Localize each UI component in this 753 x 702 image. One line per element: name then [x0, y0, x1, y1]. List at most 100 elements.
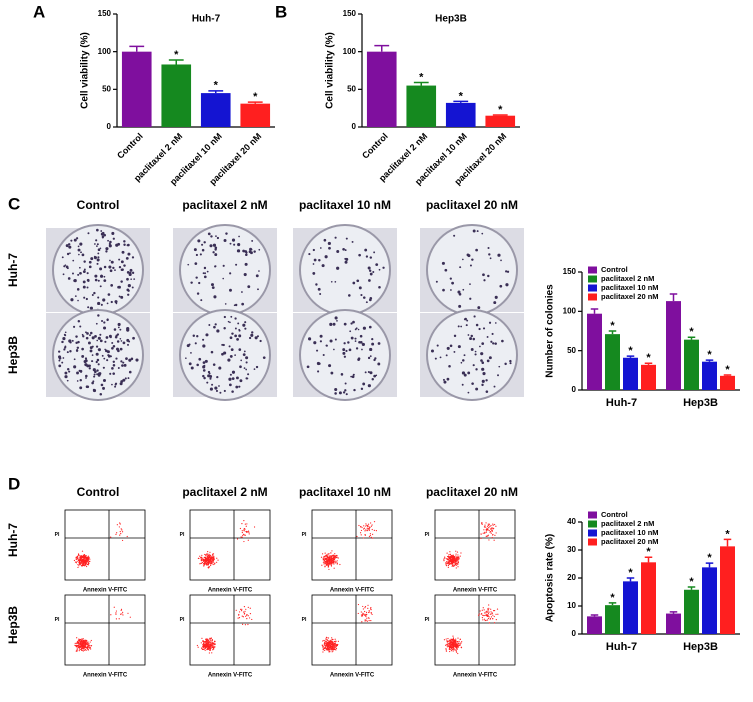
- event: [488, 539, 490, 541]
- event: [366, 527, 368, 529]
- colony: [319, 334, 323, 338]
- event: [78, 562, 81, 565]
- event: [216, 561, 218, 563]
- event: [364, 607, 366, 609]
- event: [453, 648, 455, 651]
- event: [211, 556, 213, 558]
- event: [247, 530, 250, 532]
- event: [364, 534, 366, 536]
- colony: [68, 339, 72, 343]
- colony: [71, 339, 74, 342]
- colony: [238, 348, 242, 351]
- colony: [222, 264, 225, 267]
- colony: [58, 355, 62, 359]
- event: [325, 645, 327, 647]
- event: [456, 558, 458, 560]
- event: [89, 558, 91, 560]
- colony: [230, 315, 233, 318]
- event: [328, 640, 330, 642]
- event: [332, 559, 335, 561]
- colony: [205, 333, 209, 337]
- event: [363, 528, 365, 530]
- colony: [214, 265, 217, 267]
- event: [487, 615, 489, 617]
- event: [448, 648, 450, 650]
- event: [364, 620, 366, 622]
- colony: [334, 280, 337, 283]
- legend-swatch: [588, 529, 597, 537]
- colony: [84, 357, 88, 360]
- column-header: Control: [77, 198, 120, 212]
- event: [330, 565, 333, 567]
- event: [204, 553, 206, 556]
- colony: [488, 321, 492, 324]
- event: [334, 642, 337, 644]
- event: [490, 524, 492, 527]
- colony: [319, 292, 322, 295]
- column-header: Control: [77, 485, 120, 499]
- colony: [96, 373, 99, 376]
- colony: [100, 383, 104, 387]
- colony: [319, 340, 322, 343]
- event: [122, 614, 124, 616]
- event: [497, 613, 499, 615]
- colony: [77, 245, 80, 248]
- event: [483, 612, 486, 614]
- event: [326, 555, 328, 557]
- event: [242, 534, 244, 537]
- event: [455, 646, 457, 648]
- event: [491, 530, 493, 532]
- event: [449, 646, 451, 649]
- colony: [369, 272, 373, 276]
- event: [78, 642, 80, 644]
- colony: [194, 262, 198, 265]
- colony: [85, 377, 87, 379]
- colony: [78, 369, 81, 372]
- colony: [481, 232, 484, 235]
- event: [453, 644, 455, 646]
- event: [481, 521, 483, 524]
- event: [116, 524, 118, 526]
- event: [329, 561, 331, 564]
- event: [76, 558, 78, 560]
- colony: [88, 367, 91, 370]
- event: [115, 618, 118, 620]
- colony: [262, 356, 266, 359]
- colony: [208, 323, 211, 326]
- event: [207, 639, 209, 641]
- event: [370, 619, 372, 622]
- colony: [345, 393, 348, 396]
- event: [480, 533, 482, 535]
- event: [238, 617, 241, 619]
- event: [247, 539, 249, 541]
- event: [451, 643, 453, 645]
- event: [455, 553, 457, 555]
- event: [81, 647, 83, 649]
- significance: *: [610, 320, 615, 332]
- event: [204, 556, 207, 558]
- colony: [109, 372, 112, 375]
- x-tick-label: Control: [115, 131, 145, 161]
- event: [335, 647, 338, 650]
- error-bar: [687, 586, 696, 590]
- event: [78, 558, 80, 560]
- colony: [231, 390, 234, 393]
- colony: [61, 256, 64, 259]
- event: [119, 531, 121, 533]
- event: [205, 646, 207, 648]
- colony: [364, 248, 368, 252]
- colony: [315, 283, 318, 286]
- event: [119, 534, 121, 536]
- event: [211, 560, 213, 562]
- chart-title: Huh-7: [192, 14, 221, 25]
- event: [487, 534, 489, 536]
- event: [357, 612, 359, 615]
- event: [487, 608, 489, 610]
- colony: [330, 371, 334, 375]
- event: [490, 608, 492, 610]
- event: [80, 641, 82, 643]
- colony: [92, 368, 96, 372]
- event: [457, 554, 459, 556]
- colony: [76, 237, 79, 240]
- error-bar: [644, 556, 653, 563]
